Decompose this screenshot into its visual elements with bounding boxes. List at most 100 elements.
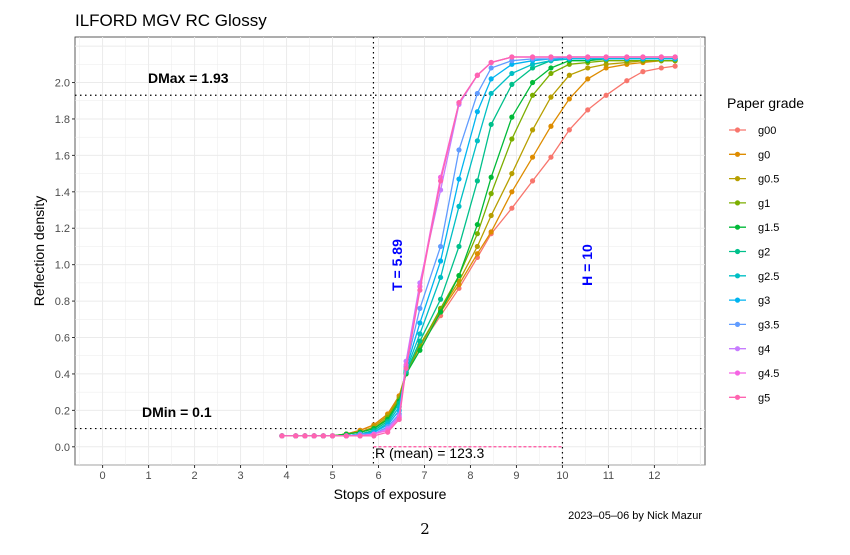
data-point-g5 (311, 433, 317, 439)
data-point-g5 (548, 54, 554, 60)
data-point-g1 (566, 61, 572, 67)
data-point-g1 (474, 231, 480, 237)
data-point-g0 (603, 65, 609, 71)
data-point-g00 (529, 178, 536, 184)
data-point-g0.5 (566, 72, 572, 78)
x-tick-label: 4 (283, 470, 289, 482)
data-point-g2.5 (456, 203, 462, 209)
data-point-g0.5 (456, 278, 462, 284)
legend: g00 g0 g0.5 g1 g1.5 g2 g2.5 g3 g3.5 g4 g4.5 g5 (729, 125, 779, 404)
legend-label-g1: g1 (758, 198, 770, 210)
x-tick-label: 12 (648, 470, 660, 482)
data-point-g1.5 (474, 221, 480, 228)
x-tick-label: 1 (146, 470, 152, 482)
data-point-g2 (456, 243, 462, 250)
data-point-g3 (456, 176, 462, 182)
data-point-g1.5 (417, 347, 423, 353)
legend-point-g1 (734, 200, 741, 206)
legend-point-g1.5 (734, 224, 741, 230)
data-point-g5 (624, 54, 630, 60)
data-point-g0 (488, 229, 494, 235)
y-tick-label: 1.4 (55, 187, 70, 199)
x-tick-label: 7 (421, 470, 427, 482)
data-point-g1.5 (456, 272, 462, 279)
data-point-g5 (488, 59, 494, 66)
data-point-g0.5 (585, 65, 591, 71)
data-point-g2 (437, 296, 444, 302)
data-point-g00 (658, 65, 664, 71)
data-point-g1.5 (437, 309, 444, 315)
data-point-g0.5 (488, 212, 494, 219)
data-point-g2 (474, 178, 480, 184)
data-point-g5 (371, 433, 377, 439)
data-point-g00 (566, 127, 572, 133)
data-point-g1 (529, 92, 536, 98)
caption: 2023–05–06 by Nick Mazur (568, 510, 702, 522)
data-point-g0 (529, 154, 536, 160)
legend-point-g0 (734, 151, 741, 157)
data-point-g00 (509, 205, 515, 211)
data-point-g0 (509, 189, 515, 195)
x-axis: 0 1 2 3 4 5 6 7 8 9 10 11 12 (100, 465, 661, 482)
data-point-g5 (437, 178, 444, 184)
legend-point-g3.5 (734, 321, 741, 327)
data-point-g00 (672, 63, 678, 69)
data-point-g1.5 (509, 114, 515, 120)
x-tick-label: 3 (237, 470, 243, 482)
legend-label-g0: g0 (758, 149, 770, 161)
data-point-g5 (302, 433, 308, 439)
data-point-g00 (624, 78, 630, 84)
legend-point-g4.5 (734, 370, 741, 376)
legend-label-g1.5: g1.5 (758, 222, 779, 234)
data-point-g3 (437, 258, 444, 264)
data-point-g2 (509, 81, 515, 87)
x-tick-label: 10 (556, 470, 568, 482)
data-point-g0 (566, 96, 572, 102)
data-point-g00 (585, 107, 591, 113)
y-tick-label: 1.6 (55, 150, 70, 162)
data-point-g5 (417, 287, 423, 293)
legend-point-g2 (734, 248, 741, 255)
data-point-g3.5 (437, 243, 444, 250)
data-point-g0.5 (474, 243, 480, 250)
x-tick-label: 5 (329, 470, 335, 482)
y-tick-label: 0.2 (55, 405, 70, 417)
legend-label-g3: g3 (758, 295, 770, 307)
data-point-g0 (548, 123, 554, 129)
data-point-g3 (488, 76, 494, 82)
data-point-g5 (474, 72, 480, 78)
page-number: 2 (420, 520, 430, 538)
t-label: T = 5.89 (389, 239, 405, 291)
data-point-g2 (417, 338, 423, 344)
x-axis-label: Stops of exposure (334, 486, 447, 502)
legend-label-g5: g5 (758, 392, 770, 404)
data-point-g00 (640, 69, 646, 75)
data-point-g5 (585, 54, 591, 60)
dmin-label: DMin = 0.1 (142, 404, 212, 420)
data-point-g1.5 (529, 79, 536, 86)
data-point-g5 (343, 433, 349, 439)
data-point-g1 (488, 191, 494, 197)
data-point-g5 (357, 433, 363, 439)
data-point-g5 (396, 416, 402, 423)
data-point-g2 (488, 121, 494, 128)
x-tick-label: 9 (513, 470, 519, 482)
x-tick-label: 2 (191, 470, 197, 482)
series-layer (279, 54, 678, 439)
y-tick-label: 1.2 (55, 223, 70, 235)
y-tick-label: 1.0 (55, 260, 70, 272)
x-tick-label: 6 (375, 470, 381, 482)
data-point-g3.5 (417, 305, 423, 311)
legend-point-g0.5 (734, 176, 741, 182)
data-point-g00 (603, 92, 609, 98)
data-point-g3.5 (509, 58, 515, 64)
y-tick-label: 2.0 (55, 78, 70, 90)
data-point-g5 (529, 54, 536, 60)
data-point-g0.5 (529, 127, 536, 133)
data-point-g3.5 (488, 65, 494, 71)
y-tick-label: 0.0 (55, 442, 70, 454)
legend-point-g3 (734, 297, 741, 303)
data-point-g2.5 (529, 61, 536, 67)
chart-title: ILFORD MGV RC Glossy (75, 11, 267, 30)
y-axis: 0.0 0.2 0.4 0.6 0.8 1.0 1.2 1.4 1.6 1.8 2.0 (55, 78, 75, 454)
